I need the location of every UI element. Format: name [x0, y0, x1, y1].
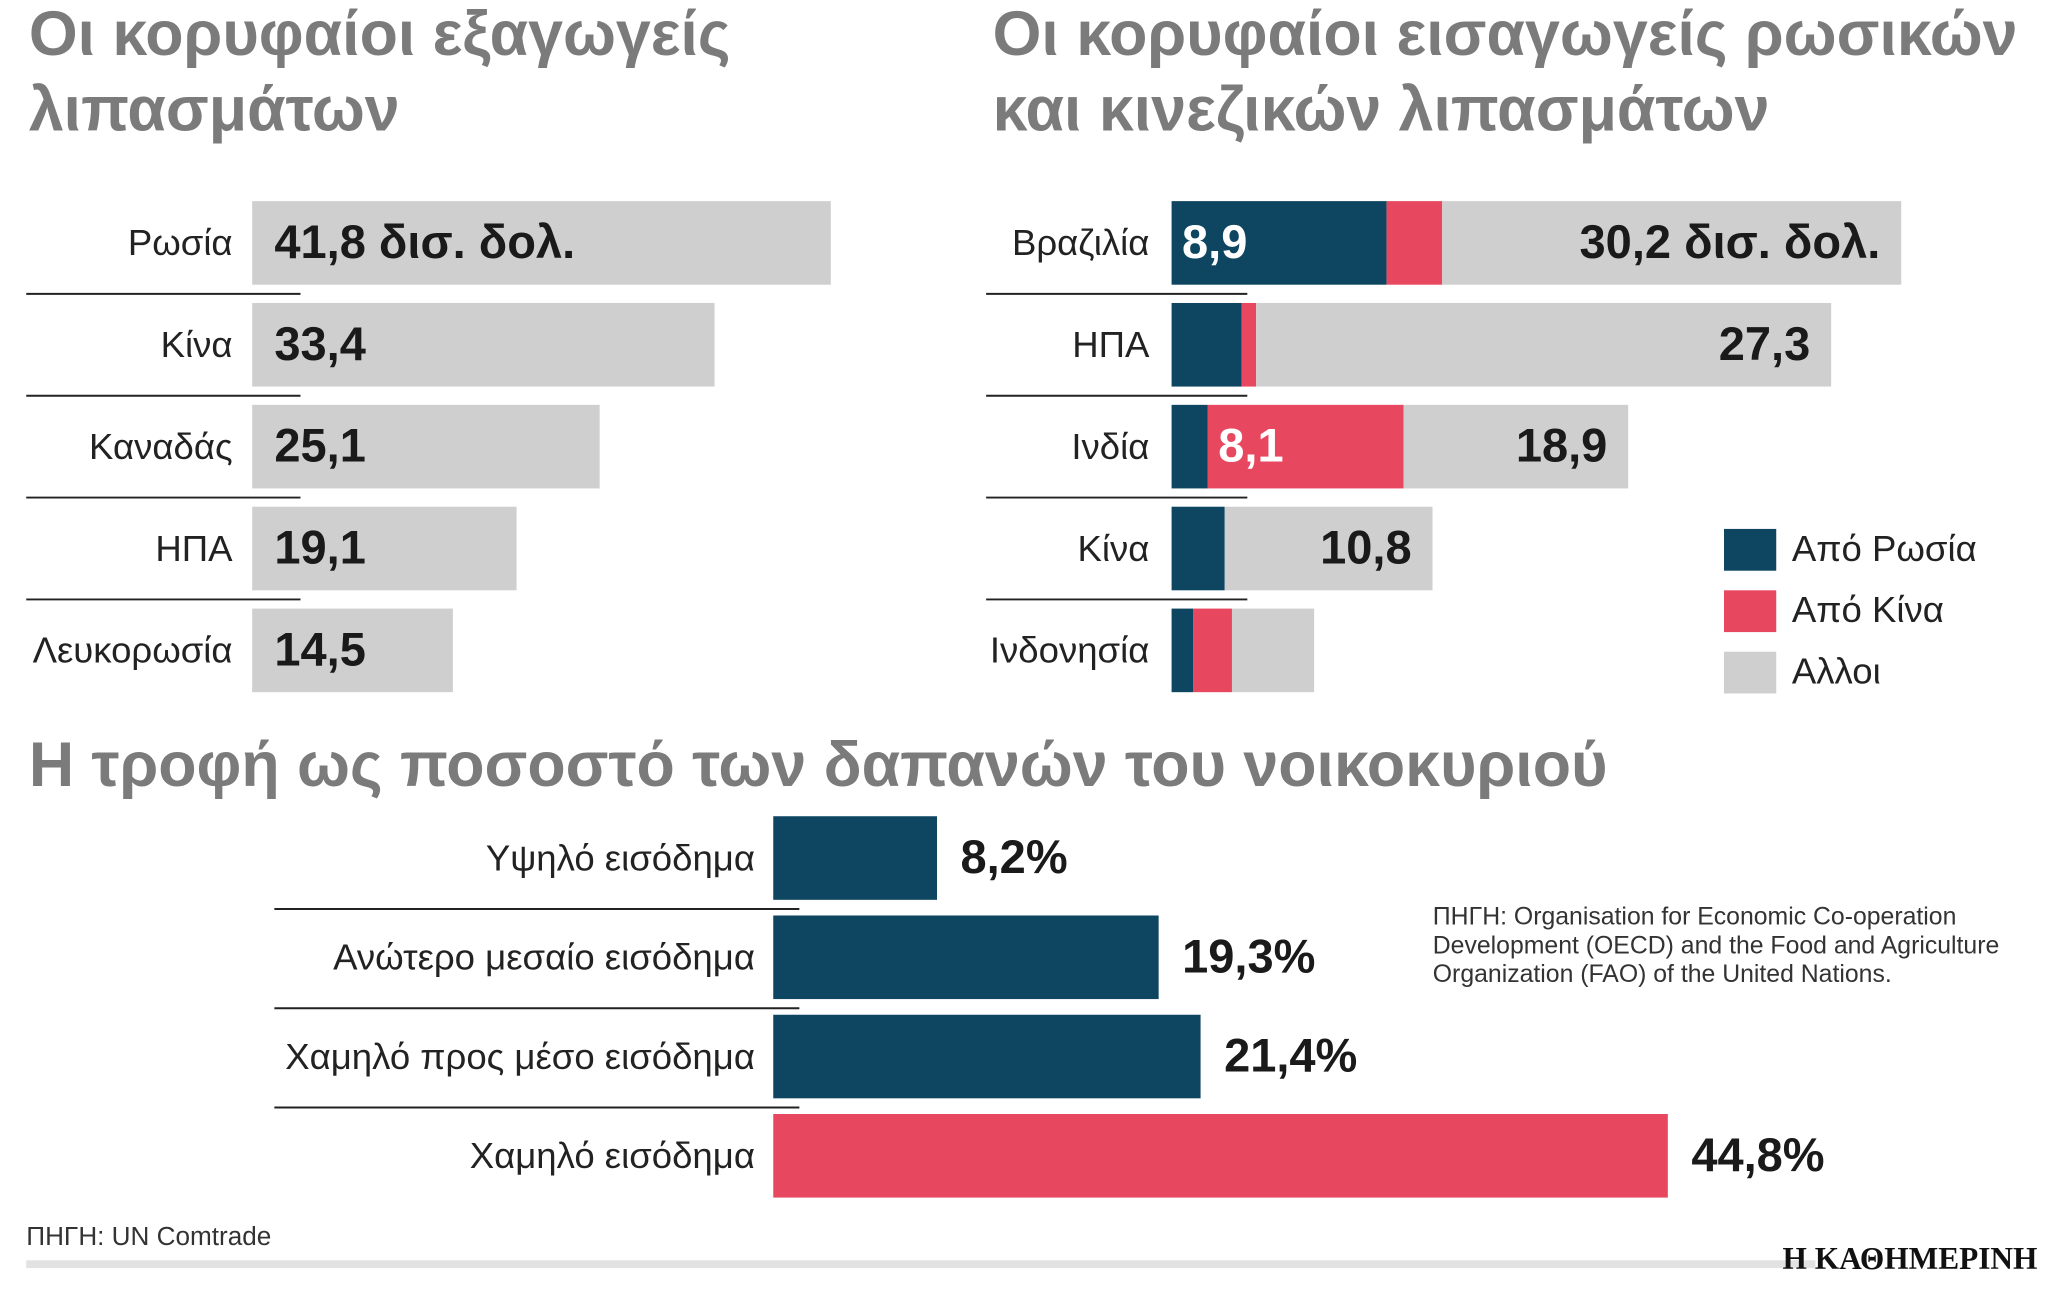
value-label: 8,2%: [961, 830, 1068, 883]
legend-swatch: [1724, 651, 1777, 694]
brand: Η ΚΑΘΗΜΕΡΙΝΗ: [1783, 1241, 2038, 1276]
bar-segment: [1171, 608, 1194, 693]
bar: [773, 1014, 1201, 1099]
bar-segment: [1256, 302, 1832, 387]
value-label: 33,4: [274, 317, 365, 370]
category-label: Ινδία: [1071, 426, 1149, 467]
bar-segment: [1207, 404, 1404, 489]
category-label: Ινδονησία: [990, 630, 1150, 671]
legend-label: Από Κίνα: [1792, 589, 1944, 630]
legend-label: Αλλοι: [1792, 651, 1881, 692]
category-label: Ανώτερο μεσαίο εισόδημα: [333, 937, 755, 978]
bar-segment: [1171, 302, 1242, 387]
legend-swatch: [1724, 528, 1777, 571]
category-label: Ρωσία: [128, 222, 233, 263]
category-label: Υψηλό εισόδημα: [486, 837, 755, 878]
note: Organization (FAO) of the United Nations…: [1433, 961, 1892, 988]
bar-segment: [1171, 506, 1225, 591]
category-label: Καναδάς: [89, 426, 233, 467]
bar: [252, 201, 831, 285]
bar-segment: [1442, 201, 1902, 285]
segment-label: 8,1: [1218, 419, 1283, 472]
value-label: 44,8%: [1691, 1128, 1824, 1181]
bar: [773, 816, 937, 900]
source: ΠΗΓΗ: UN Comtrade: [26, 1221, 271, 1251]
chart-title: Οι κορυφαίοι εισαγωγείς ρωσικών: [993, 0, 2018, 69]
legend-swatch: [1724, 590, 1777, 633]
note: Development (OECD) and the Food and Agri…: [1433, 932, 2000, 959]
total-label: 10,8: [1320, 521, 1411, 574]
value-label: 19,3%: [1182, 929, 1315, 982]
bar: [773, 915, 1159, 1000]
note: ΠΗΓΗ: Organisation for Economic Co-opera…: [1433, 904, 1957, 931]
bar: [773, 1113, 1668, 1198]
bar-segment: [1231, 608, 1315, 693]
chart-title: Η τροφή ως ποσοστό των δαπανών του νοικο…: [29, 730, 1608, 800]
total-label: 30,2 δισ. δολ.: [1580, 215, 1881, 268]
value-label: 14,5: [274, 622, 365, 675]
category-label: Κίνα: [161, 324, 233, 365]
category-label: Κίνα: [1077, 528, 1149, 569]
value-label: 19,1: [274, 521, 365, 574]
segment-label: 8,9: [1182, 215, 1247, 268]
total-label: 27,3: [1719, 317, 1810, 370]
category-label: Βραζιλία: [1012, 222, 1149, 263]
bar: [252, 608, 453, 693]
bar-segment: [1171, 404, 1208, 489]
bar: [252, 302, 715, 387]
category-label: ΗΠΑ: [155, 528, 233, 569]
value-label: 21,4%: [1224, 1029, 1357, 1082]
bar-segment: [1224, 506, 1433, 591]
bar-segment: [1403, 404, 1629, 489]
bar: [252, 506, 517, 591]
total-label: 18,9: [1516, 419, 1607, 472]
bar: [252, 404, 600, 489]
bar-segment: [1193, 608, 1232, 693]
chart-title: λιπασμάτων: [29, 75, 400, 145]
chart-title: Οι κορυφαίοι εξαγωγείς: [29, 0, 731, 69]
bar-segment: [1241, 302, 1257, 387]
bar-segment: [1171, 201, 1387, 285]
category-label: Χαμηλό εισόδημα: [470, 1135, 755, 1176]
category-label: Χαμηλό προς μέσο εισόδημα: [285, 1036, 755, 1077]
footer-rule: [26, 1260, 1816, 1269]
category-label: Λευκορωσία: [33, 630, 233, 671]
value-label: 41,8 δισ. δολ.: [274, 215, 575, 268]
bar-segment: [1386, 201, 1443, 285]
category-label: ΗΠΑ: [1072, 324, 1150, 365]
value-label: 25,1: [274, 419, 365, 472]
chart-title: και κινεζικών λιπασμάτων: [993, 75, 1770, 145]
legend-label: Από Ρωσία: [1792, 528, 1977, 569]
